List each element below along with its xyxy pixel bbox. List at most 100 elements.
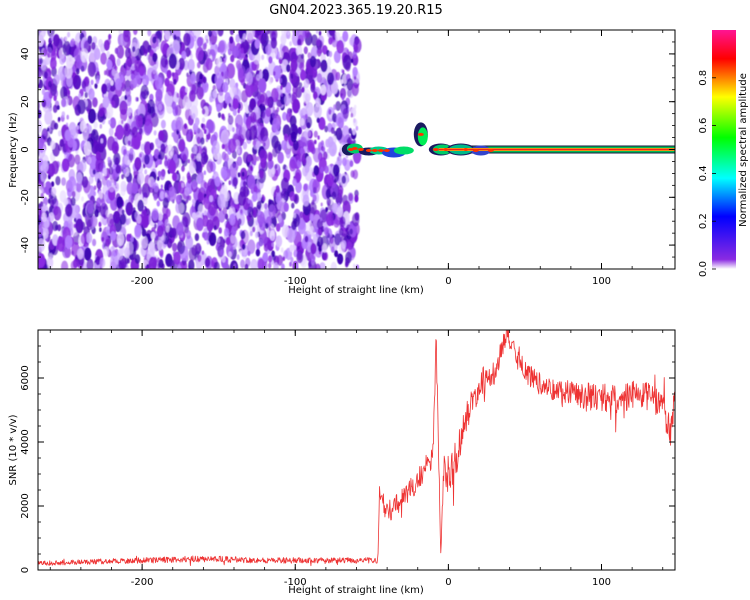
noise-speckle <box>106 213 115 228</box>
noise-speckle <box>166 69 172 79</box>
noise-speckle <box>84 247 92 261</box>
noise-speckle <box>218 227 222 234</box>
noise-speckle <box>113 152 121 166</box>
noise-speckle <box>305 102 314 117</box>
noise-speckle <box>51 160 59 175</box>
noise-speckle <box>32 246 36 253</box>
noise-speckle <box>173 34 177 40</box>
noise-speckle <box>221 169 228 180</box>
noise-speckle <box>93 121 98 129</box>
noise-speckle <box>208 201 217 216</box>
noise-speckle <box>143 112 152 127</box>
noise-speckle <box>337 253 344 265</box>
noise-speckle <box>59 139 64 147</box>
noise-speckle <box>70 260 77 269</box>
noise-speckle <box>250 165 254 172</box>
noise-speckle <box>75 68 80 75</box>
noise-speckle <box>250 111 257 124</box>
noise-speckle <box>80 65 85 72</box>
noise-speckle <box>47 127 50 132</box>
noise-speckle <box>66 114 69 120</box>
noise-speckle <box>194 233 200 242</box>
noise-speckle <box>281 211 286 221</box>
noise-speckle <box>331 113 338 123</box>
noise-speckle <box>132 207 136 213</box>
noise-speckle <box>165 225 170 233</box>
noise-speckle <box>142 164 146 169</box>
noise-speckle <box>247 239 256 254</box>
noise-speckle <box>250 258 258 269</box>
noise-speckle <box>345 251 352 264</box>
noise-speckle <box>128 152 134 162</box>
noise-speckle <box>249 125 258 140</box>
ridge-peak <box>383 149 390 152</box>
noise-speckle <box>323 251 329 261</box>
noise-speckle <box>242 33 247 40</box>
noise-speckle <box>265 107 272 118</box>
noise-speckle <box>183 123 188 130</box>
noise-speckle <box>302 194 310 207</box>
noise-speckle <box>115 78 122 91</box>
noise-speckle <box>342 30 349 42</box>
noise-speckle <box>262 252 269 262</box>
noise-speckle <box>353 38 362 53</box>
noise-speckle <box>109 117 117 129</box>
noise-speckle <box>68 169 76 181</box>
noise-speckle <box>255 30 262 36</box>
noise-speckle <box>217 237 221 243</box>
noise-speckle <box>199 73 203 80</box>
noise-speckle <box>232 127 235 133</box>
noise-speckle <box>164 219 170 228</box>
noise-speckle <box>208 105 213 112</box>
noise-speckle <box>150 231 156 240</box>
noise-speckle <box>181 175 185 182</box>
noise-speckle <box>42 227 49 239</box>
noise-speckle <box>252 140 257 146</box>
noise-speckle <box>100 52 107 65</box>
noise-speckle <box>299 69 307 81</box>
noise-speckle <box>168 159 177 174</box>
noise-speckle <box>252 226 256 233</box>
noise-speckle <box>351 82 359 97</box>
spectrogram-y-tick-label: 0 <box>20 146 31 152</box>
noise-speckle <box>208 232 217 246</box>
noise-speckle <box>264 203 268 210</box>
noise-speckle <box>254 218 257 223</box>
noise-speckle <box>335 31 341 41</box>
noise-speckle <box>350 58 354 63</box>
noise-speckle <box>49 57 57 70</box>
noise-speckle <box>80 48 89 63</box>
noise-speckle <box>64 235 73 250</box>
noise-speckle <box>159 190 165 200</box>
snr-plot-area <box>38 330 675 570</box>
noise-speckle <box>305 93 311 103</box>
noise-speckle <box>171 101 177 110</box>
noise-speckle <box>96 71 100 76</box>
noise-speckle <box>303 46 308 55</box>
noise-speckle <box>53 206 62 221</box>
noise-speckle <box>56 236 66 252</box>
noise-speckle <box>242 141 248 150</box>
noise-speckle <box>116 196 124 209</box>
noise-speckle <box>246 30 255 41</box>
noise-speckle <box>43 220 49 229</box>
noise-speckle <box>229 163 238 179</box>
noise-speckle <box>127 159 131 165</box>
ridge-peak <box>487 149 494 152</box>
noise-speckle <box>331 191 337 200</box>
noise-speckle <box>86 232 93 244</box>
noise-speckle <box>292 178 297 187</box>
noise-speckle <box>280 74 288 88</box>
noise-speckle <box>121 209 125 215</box>
noise-speckle <box>41 99 47 108</box>
noise-speckle <box>191 179 198 190</box>
noise-speckle <box>93 48 101 60</box>
noise-speckle <box>176 170 179 175</box>
noise-speckle <box>339 227 344 236</box>
noise-speckle <box>218 210 226 223</box>
noise-speckle <box>289 159 297 172</box>
noise-speckle <box>125 58 132 71</box>
noise-speckle <box>237 149 241 154</box>
noise-speckle <box>41 212 47 223</box>
noise-speckle <box>81 80 87 89</box>
